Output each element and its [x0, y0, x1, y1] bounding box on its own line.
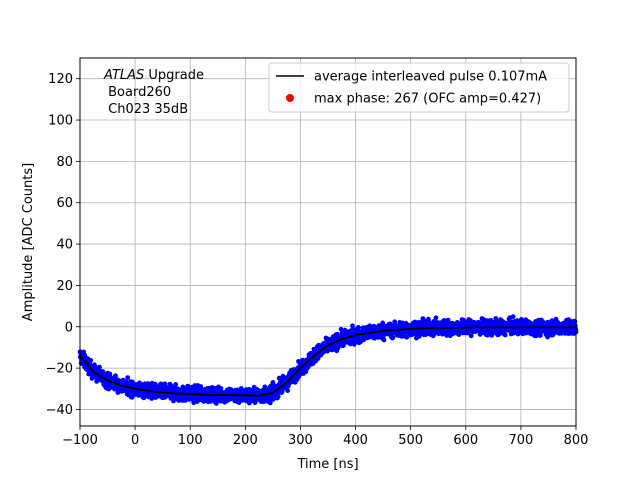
y-tick-label: 20	[56, 279, 73, 294]
scatter-point	[198, 384, 204, 389]
scatter-point	[381, 337, 387, 343]
legend-entry-max-phase: max phase: 267 (OFC amp=0.427)	[314, 92, 541, 107]
scatter-point	[335, 345, 341, 351]
plot-frame	[79, 57, 577, 427]
x-tick-label: 400	[343, 433, 368, 448]
x-tick-label: 0	[131, 433, 139, 448]
y-tick-label: 100	[48, 114, 73, 129]
y-tick-label: 0	[65, 320, 73, 335]
scatter-point	[236, 400, 242, 405]
scatter-point	[88, 358, 94, 363]
scatter-point	[433, 315, 439, 321]
y-tick-label: 120	[48, 72, 73, 87]
x-tick-label: 700	[508, 433, 533, 448]
y-axis-label: Amplitude [ADC Counts]	[21, 163, 36, 321]
upgrade-text: Upgrade	[144, 68, 204, 83]
scatter-point	[218, 386, 224, 391]
y-tick-label: −20	[46, 362, 73, 377]
scatter-point	[390, 335, 396, 340]
scatter-point	[461, 317, 466, 323]
x-tick-label: 200	[233, 433, 258, 448]
atlas-annotation-line2: Board260	[104, 85, 171, 100]
average-pulse-line-group	[79, 326, 576, 397]
x-tick-label: 600	[453, 433, 478, 448]
scatter-point	[572, 319, 578, 324]
x-axis-label: Time [ns]	[296, 457, 358, 472]
x-axis-ticks: −100 0 100 200 300 400 500 600 700 800	[62, 426, 588, 448]
y-tick-label: −40	[46, 403, 73, 418]
x-tick-label: 300	[288, 433, 313, 448]
scatter-point	[267, 400, 273, 406]
scatter-point	[356, 325, 361, 330]
y-tick-label: 80	[56, 155, 73, 170]
x-tick-label: 100	[178, 433, 203, 448]
scatter-point	[97, 364, 102, 370]
legend-box	[268, 62, 570, 113]
scatter-point	[502, 332, 508, 338]
scatter-point	[510, 314, 516, 320]
y-axis-ticks: −40 −20 0 20 40 60 80 100 120	[46, 72, 80, 418]
legend-marker-swatch	[286, 94, 294, 102]
scatter-point	[533, 333, 539, 339]
atlas-italic: ATLAS	[103, 68, 144, 83]
scatter-point	[380, 320, 386, 326]
legend-entry-average-pulse: average interleaved pulse 0.107mA	[314, 70, 547, 85]
average-pulse-line	[79, 326, 576, 397]
scatter-point	[338, 326, 344, 332]
x-tick-label: −100	[62, 433, 98, 448]
scatter-point	[173, 382, 179, 387]
y-tick-label: 60	[56, 196, 73, 211]
y-tick-label: 40	[56, 238, 73, 253]
atlas-annotation-line1: ATLAS Upgrade	[103, 68, 204, 83]
scatter-point	[350, 323, 355, 329]
scatter-point	[285, 388, 291, 393]
scatter-point	[468, 333, 474, 339]
scatter-point	[275, 394, 281, 399]
scatter-point	[125, 375, 131, 380]
scatter-point	[445, 317, 451, 323]
legend: average interleaved pulse 0.107mA max ph…	[268, 62, 570, 113]
atlas-annotation-line3: Ch023 35dB	[104, 102, 188, 117]
x-tick-label: 800	[564, 433, 589, 448]
x-tick-label: 500	[398, 433, 423, 448]
